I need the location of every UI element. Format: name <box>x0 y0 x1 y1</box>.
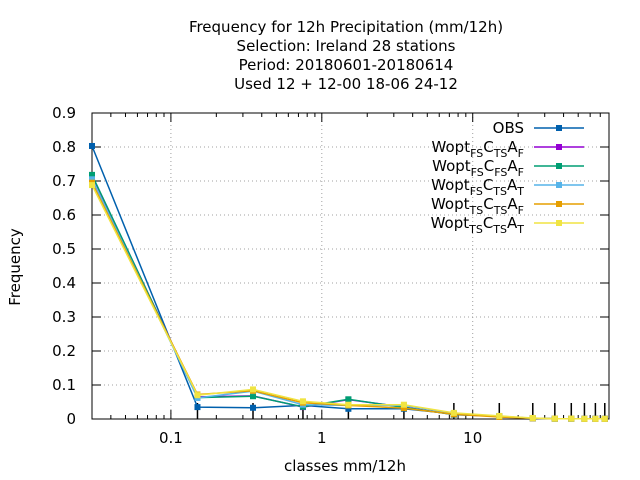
data-point <box>529 414 536 421</box>
series-line <box>91 145 605 420</box>
y-tick-label: 0.5 <box>52 240 76 258</box>
title-line: Selection: Ireland 28 stations <box>237 37 456 55</box>
legend-marker <box>556 125 562 131</box>
y-tick-label: 0.1 <box>52 376 76 394</box>
data-point <box>345 401 352 408</box>
data-point <box>450 409 457 416</box>
legend-label: WoptTSCTSAF <box>431 195 524 217</box>
series-line <box>91 184 605 420</box>
data-point <box>345 405 352 412</box>
series-line <box>91 174 605 420</box>
data-point <box>345 396 352 403</box>
series-lines <box>89 142 608 422</box>
legend-item: OBS <box>493 119 584 137</box>
plot-frame <box>91 112 610 420</box>
data-point <box>89 182 95 189</box>
legend-item: WoptFSCTSAF <box>432 138 584 160</box>
data-point <box>551 415 558 422</box>
data-point <box>89 142 95 149</box>
data-point <box>400 401 407 408</box>
y-tick-label: 0.9 <box>52 104 76 122</box>
legend-marker <box>556 163 562 169</box>
legend-marker <box>556 144 562 150</box>
legend-item: WoptTSCTSAT <box>431 214 584 236</box>
legend-label: WoptTSCTSAT <box>431 214 525 236</box>
data-point <box>592 415 599 422</box>
y-tick-label: 0.7 <box>52 172 76 190</box>
y-axis-label: Frequency <box>6 228 24 306</box>
data-point <box>601 415 608 422</box>
title-line: Used 12 + 12-00 18-06 24-12 <box>234 75 458 93</box>
legend-marker <box>556 220 562 226</box>
legend-label: WoptFSCTSAT <box>431 176 524 198</box>
legend-item: WoptTSCTSAF <box>431 195 584 217</box>
y-tick-label: 0.3 <box>52 308 76 326</box>
data-point <box>194 392 201 399</box>
grid <box>92 113 609 419</box>
data-point <box>568 415 575 422</box>
legend-label: OBS <box>493 119 524 137</box>
legend-label: WoptFSCFSAF <box>432 157 524 179</box>
data-point <box>299 398 306 405</box>
data-point <box>250 393 257 400</box>
y-tick-label: 0.6 <box>52 206 76 224</box>
x-axis-label: classes mm/12h <box>284 457 406 475</box>
legend-label: WoptFSCTSAF <box>432 138 524 160</box>
legend-item: WoptFSCTSAT <box>431 176 584 198</box>
data-point <box>194 404 201 411</box>
series-line <box>91 175 605 420</box>
x-tick-label: 1 <box>317 429 327 447</box>
data-point <box>581 415 588 422</box>
y-tick-label: 0.8 <box>52 138 76 156</box>
y-tick-label: 0.2 <box>52 342 76 360</box>
data-point <box>496 412 503 419</box>
data-point <box>89 176 95 183</box>
series-line <box>91 182 605 420</box>
data-point <box>250 386 257 393</box>
y-tick-label: 0.4 <box>52 274 76 292</box>
data-point <box>400 405 407 412</box>
legend-marker <box>556 182 562 188</box>
x-tick-label: 0.1 <box>159 429 183 447</box>
legend-item: WoptFSCFSAF <box>432 157 584 179</box>
axes: 0 0.1 0.2 0.3 0.4 0.5 0.6 0.7 0.8 0.9 0.1 1 10 <box>52 104 610 447</box>
data-point <box>250 404 257 411</box>
title-line: Period: 20180601-20180614 <box>239 56 454 74</box>
legend: OBSWoptFSCTSAFWoptFSCFSAFWoptFSCTSATWopt… <box>431 119 584 236</box>
x-tick-label: 10 <box>463 429 482 447</box>
data-point <box>89 171 95 178</box>
y-tick-label: 0 <box>66 410 76 428</box>
legend-marker <box>556 201 562 207</box>
title-line: Frequency for 12h Precipitation (mm/12h) <box>189 18 503 36</box>
chart-title: Frequency for 12h Precipitation (mm/12h)… <box>189 18 503 93</box>
